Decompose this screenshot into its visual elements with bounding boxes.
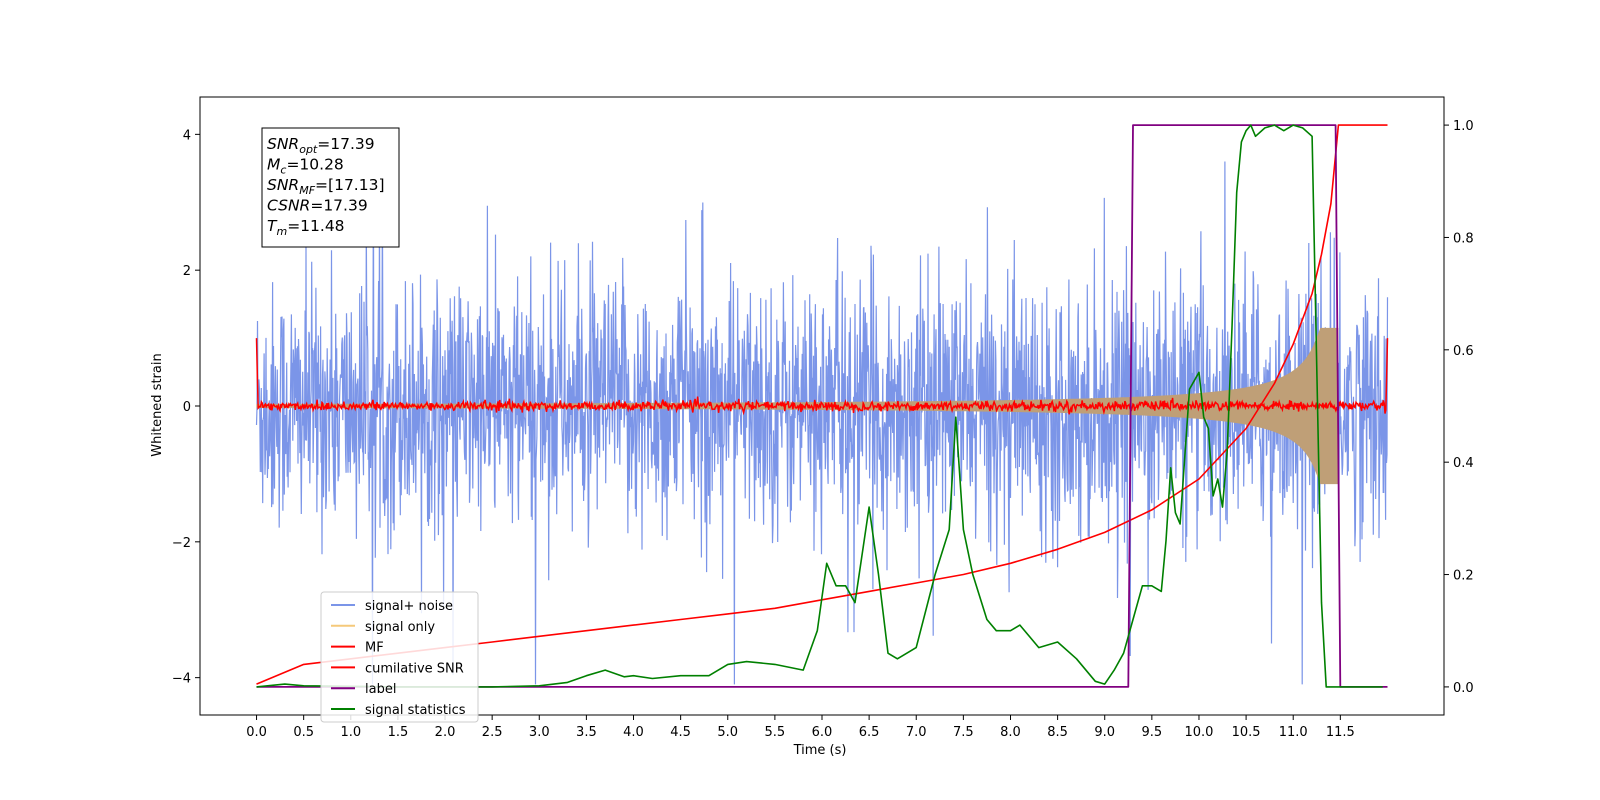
x-tick-label: 7.5 [953, 725, 974, 740]
annotation-frame [261, 127, 400, 248]
series-mf [255, 338, 1389, 416]
x-tick-label: 0.0 [246, 725, 267, 740]
y-axis-title: Whitened strain [150, 353, 165, 456]
x-tick-label: 5.5 [765, 725, 786, 740]
legend: signal+ noise signal only MF cumilative SNR… [320, 591, 479, 723]
legend-label: signal+ noise [365, 599, 453, 614]
annotation-line: SNRopt=17.39 [267, 135, 375, 156]
legend-label: cumilative SNR [365, 661, 464, 676]
x-tick-label: 7.0 [906, 725, 927, 740]
y-right-tick-label: 0.0 [1453, 681, 1474, 696]
y-axis-left-ticks: −4 −2 0 2 4 [172, 128, 200, 687]
annotation-line: SNRMF=[17.13] [267, 176, 385, 197]
y-left-tick-label: −4 [172, 672, 191, 687]
legend-label: MF [365, 641, 384, 656]
x-tick-label: 11.0 [1279, 725, 1308, 740]
annotation-line: CSNR=17.39 [267, 197, 368, 215]
x-tick-label: 9.0 [1094, 725, 1115, 740]
series-signal-statistics [256, 124, 1383, 688]
y-left-tick-label: −2 [172, 536, 191, 551]
x-tick-label: 4.5 [670, 725, 691, 740]
annotation-box: SNRopt=17.39Mc=10.28SNRMF=[17.13]CSNR=17… [261, 127, 400, 248]
x-tick-label: 0.5 [293, 725, 314, 740]
x-tick-label: 8.0 [1000, 725, 1021, 740]
x-tick-label: 10.5 [1232, 725, 1261, 740]
x-tick-label: 2.5 [482, 725, 503, 740]
x-tick-label: 3.5 [576, 725, 597, 740]
y-axis-right-ticks: 0.0 0.2 0.4 0.6 0.8 1.0 [1444, 119, 1474, 696]
x-axis-title: Time (s) [793, 743, 847, 758]
signal-statistics-line [256, 124, 1383, 688]
annotation-line: Mc=10.28 [267, 156, 344, 177]
x-tick-label: 1.5 [388, 725, 409, 740]
y-left-tick-label: 2 [183, 264, 191, 279]
x-tick-label: 8.5 [1047, 725, 1068, 740]
mf-line [255, 338, 1389, 416]
legend-label: signal statistics [365, 703, 466, 718]
y-left-tick-label: 0 [183, 400, 191, 415]
x-tick-label: 11.5 [1326, 725, 1355, 740]
x-tick-label: 1.0 [340, 725, 361, 740]
legend-label: label [365, 682, 396, 697]
x-tick-label: 6.5 [859, 725, 880, 740]
x-tick-label: 9.5 [1142, 725, 1163, 740]
y-right-tick-label: 0.6 [1453, 344, 1474, 359]
x-tick-label: 5.0 [717, 725, 738, 740]
y-right-tick-label: 0.4 [1453, 456, 1474, 471]
y-left-tick-label: 4 [183, 128, 191, 143]
legend-label: signal only [365, 620, 435, 635]
annotation-line: Tm=11.48 [267, 217, 345, 238]
x-tick-label: 6.0 [812, 725, 833, 740]
x-axis-ticks: 0.0 0.5 1.0 1.5 2.0 2.5 3.0 3.5 4.0 4.5 5.0 5.5 6.0 6… [246, 715, 1355, 740]
legend-frame [320, 591, 479, 723]
x-tick-label: 10.0 [1184, 725, 1213, 740]
x-tick-label: 4.0 [623, 725, 644, 740]
y-right-tick-label: 0.8 [1453, 231, 1474, 246]
x-tick-label: 3.0 [529, 725, 550, 740]
y-right-tick-label: 0.2 [1453, 569, 1474, 584]
y-right-tick-label: 1.0 [1453, 119, 1474, 134]
x-tick-label: 2.0 [435, 725, 456, 740]
